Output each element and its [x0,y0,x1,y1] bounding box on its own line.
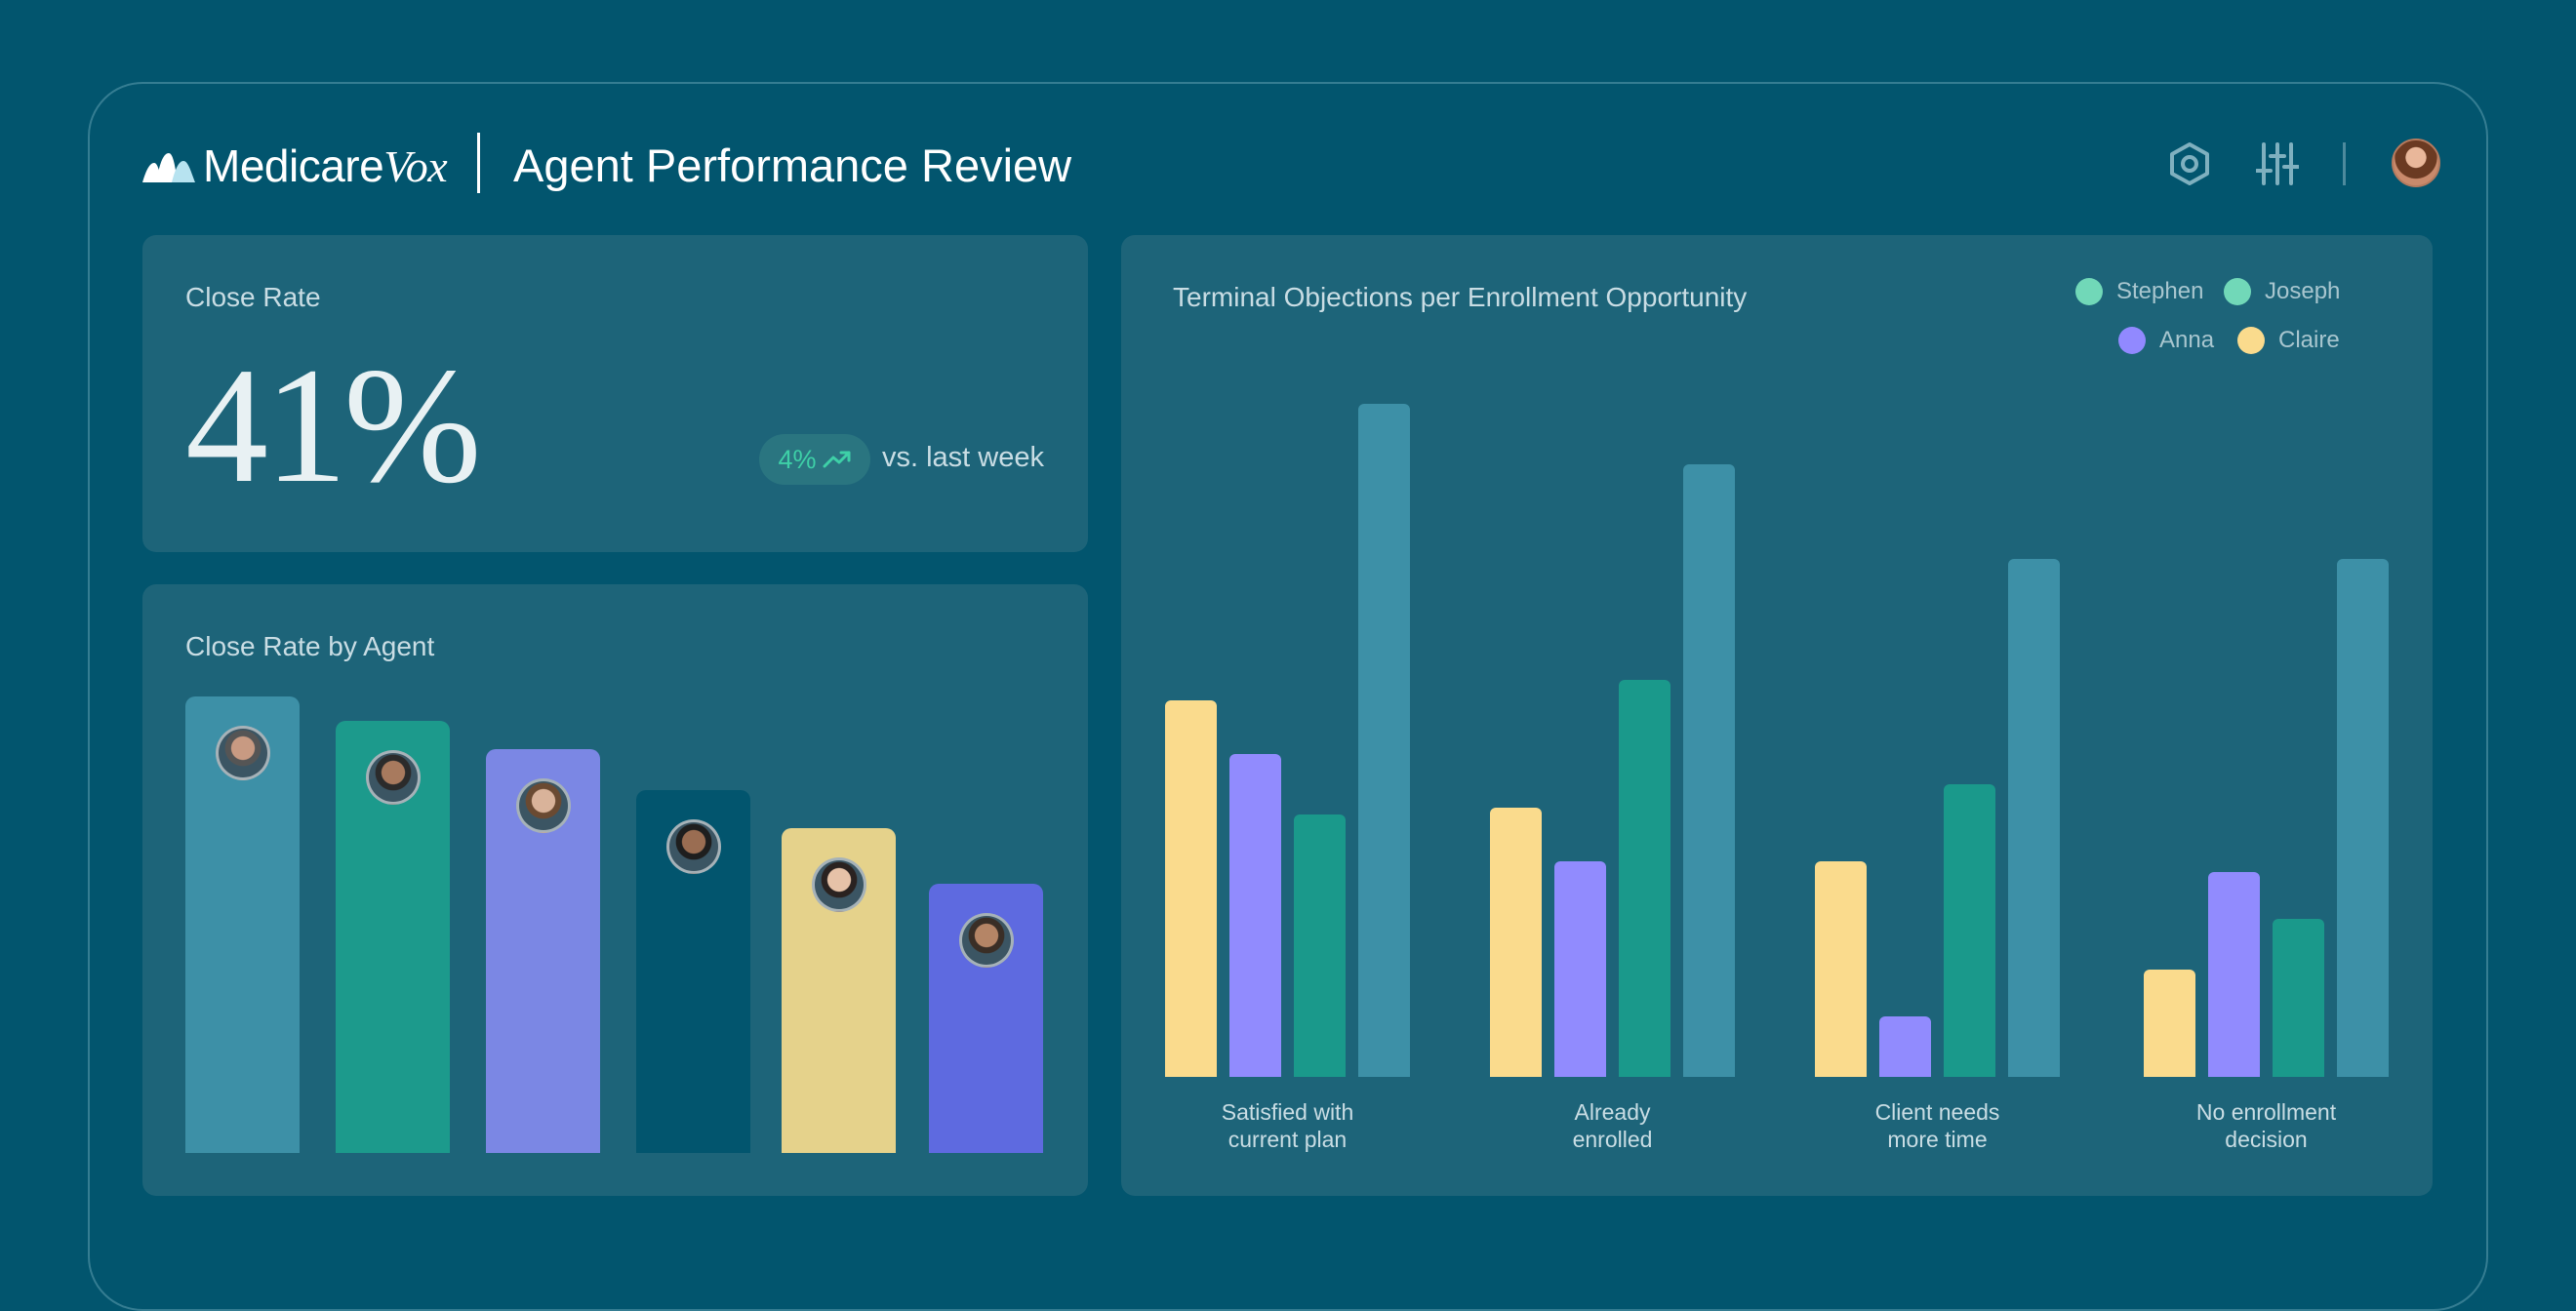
legend-label: Stephen [2116,278,2204,304]
bar-anna[interactable] [1229,753,1281,1077]
legend-swatch [2118,327,2146,354]
close-rate-by-agent-card: Close Rate by Agent [142,584,1088,1196]
category-label: Satisfied with current plan [1221,1099,1354,1152]
bar-joseph[interactable] [1944,783,1995,1077]
category-label: Client needs more time [1874,1099,2000,1152]
close-rate-title: Close Rate [185,282,321,312]
agent-avatar [665,818,721,874]
legend-item-anna: Anna [2118,327,2214,354]
trend-value: 4% [778,444,817,474]
header-separator [2343,142,2346,185]
brand-suffix: Vox [383,141,448,191]
legend-swatch [2224,278,2251,305]
waves-logo-icon [142,153,195,182]
agent-avatar [515,777,571,833]
agent-avatar [365,749,421,805]
bar-joseph[interactable] [1294,814,1346,1077]
bar-stephen[interactable] [1683,464,1735,1077]
category-label: Already enrolled [1572,1099,1653,1152]
filters-button[interactable] [2252,139,2303,189]
brand-prefix: Medicare [203,140,384,191]
brand-name: MedicareVox [203,139,448,192]
objections-chart-card: Terminal Objections per Enrollment Oppor… [1121,235,2433,1196]
trend-label: vs. last week [882,442,1044,473]
agent-avatar [215,726,270,780]
settings-hex-icon [2170,142,2209,185]
chart-legend: Stephen Joseph Anna Claire [2075,278,2388,356]
page-title: Agent Performance Review [513,139,1072,191]
close-rate-value: 41% [185,334,482,517]
trend-badge: 4% [759,434,870,485]
bar-stephen[interactable] [2008,558,2060,1077]
header-divider [477,133,480,193]
bar-claire[interactable] [1165,699,1217,1077]
agent-avatar [958,912,1014,968]
agent-avatar [811,856,866,912]
agent-chart-title: Close Rate by Agent [185,631,435,661]
legend-swatch [2237,327,2265,354]
legend-item-joseph: Joseph [2224,278,2340,305]
sliders-icon [2256,142,2299,185]
bar-claire[interactable] [1490,808,1542,1077]
objections-chart-title: Terminal Objections per Enrollment Oppor… [1173,282,1748,312]
legend-label: Claire [2278,327,2340,353]
legend-label: Joseph [2265,278,2341,304]
legend-label: Anna [2159,327,2215,353]
bar-anna[interactable] [2208,871,2260,1077]
legend-swatch [2075,278,2103,305]
user-avatar[interactable] [2392,139,2440,187]
legend-item-claire: Claire [2237,327,2340,354]
category-label: No enrollment decision [2195,1099,2337,1152]
bar-claire[interactable] [1815,861,1867,1077]
bar-anna[interactable] [1554,861,1606,1077]
bar-joseph[interactable] [1619,679,1670,1077]
trend-up-icon [823,451,851,468]
legend-item-stephen: Stephen [2075,278,2203,305]
app-header: MedicareVox Agent Performance Review [142,127,2440,205]
bar-anna[interactable] [1879,1015,1931,1077]
bar-stephen[interactable] [1358,404,1410,1077]
bar-stephen[interactable] [2337,558,2389,1077]
brand-logo[interactable]: MedicareVox [142,137,448,195]
bar-claire[interactable] [2144,969,2195,1077]
bar-joseph[interactable] [2273,918,2324,1077]
settings-button[interactable] [2164,139,2215,189]
close-rate-card: Close Rate 41% 4% vs. last week [142,235,1088,552]
